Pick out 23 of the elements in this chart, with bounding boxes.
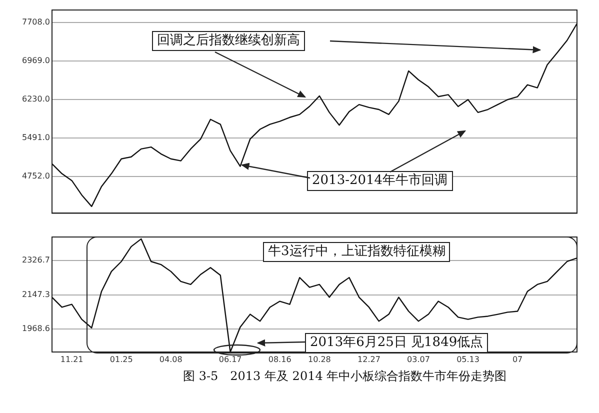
caption: 图 3-5 2013 年及 2014 年中小板综合指数牛市年份走势图 <box>183 368 507 384</box>
x-tick-label: 03.07 <box>407 354 430 364</box>
y-tick-label: 7708.0 <box>22 18 50 27</box>
annotation: 回调之后指数继续创新高 <box>152 31 305 51</box>
y-tick-label: 6969.0 <box>22 56 50 66</box>
annotation: 牛3运行中，上证指数特征模糊 <box>263 242 450 262</box>
annotation: 2013年6月25日 见1849低点 <box>305 333 488 353</box>
y-tick-label: 2326.7 <box>22 256 50 265</box>
x-tick-label: 12.27 <box>358 354 380 364</box>
y-tick-label: 4752.0 <box>22 172 50 181</box>
x-tick-label: 01.25 <box>110 354 133 364</box>
x-tick-label: 08.16 <box>268 354 292 364</box>
annotation: 2013-2014年牛市回调 <box>307 171 453 191</box>
x-tick-label: 10.28 <box>308 354 331 364</box>
x-tick-label: 07 <box>512 354 523 364</box>
y-tick-label: 5491.0 <box>22 133 50 142</box>
x-tick-label: 11.21 <box>60 354 84 364</box>
x-tick-label: 06.17 <box>218 354 242 364</box>
x-tick-label: 05.13 <box>456 354 480 364</box>
y-tick-label: 2147.3 <box>22 290 50 299</box>
y-tick-label: 6230.0 <box>22 94 50 104</box>
y-tick-label: 1968.6 <box>22 324 50 334</box>
x-tick-label: 04.08 <box>159 354 182 364</box>
